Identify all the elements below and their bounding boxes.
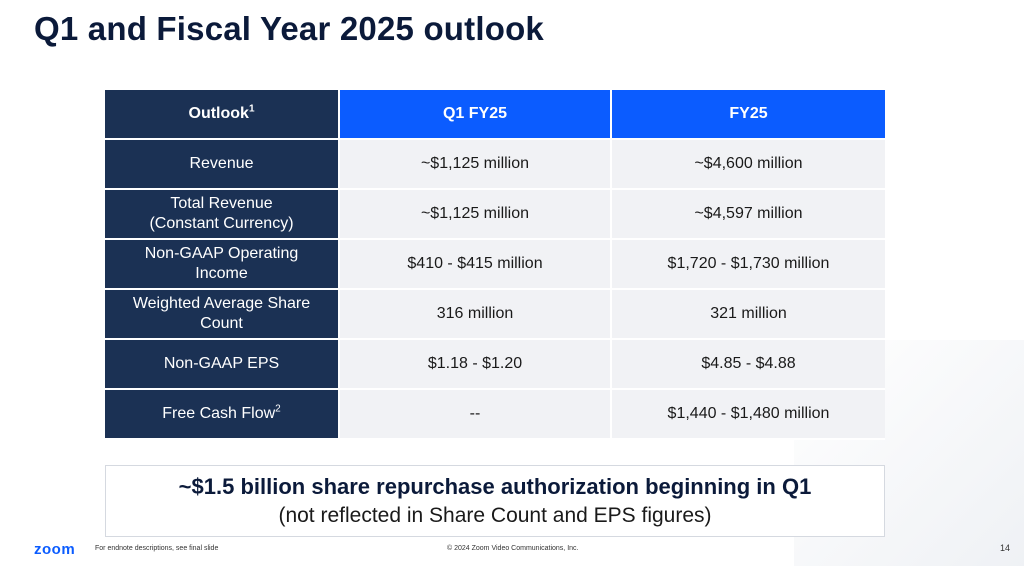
table-row: Total Revenue (Constant Currency) ~$1,125… [105, 190, 885, 240]
cell-q1-free-cash-flow: -- [340, 390, 612, 440]
cell-fy-operating-income: $1,720 - $1,730 million [612, 240, 885, 290]
table-header-row: Outlook1 Q1 FY25 FY25 [105, 90, 885, 140]
table-row: Weighted Average Share Count 316 million … [105, 290, 885, 340]
header-q1-fy25: Q1 FY25 [340, 90, 612, 140]
header-outlook: Outlook1 [105, 90, 340, 140]
table-row: Non-GAAP Operating Income $410 - $415 mil… [105, 240, 885, 290]
cell-q1-total-revenue: ~$1,125 million [340, 190, 612, 240]
slide-title: Q1 and Fiscal Year 2025 outlook [34, 10, 544, 47]
row-label-text: Free Cash Flow [162, 405, 276, 422]
row-label-line2: (Constant Currency) [149, 215, 294, 232]
row-label-line1: Weighted Average Share [132, 295, 311, 312]
callout-headline: ~$1.5 billion share repurchase authoriza… [178, 474, 812, 499]
cell-q1-revenue: ~$1,125 million [340, 140, 612, 190]
cell-q1-operating-income: $410 - $415 million [340, 240, 612, 290]
footer-endnote: For endnote descriptions, see final slid… [95, 545, 219, 552]
endnote-marker: 2 [275, 403, 281, 415]
header-outlook-text: Outlook [188, 105, 249, 122]
callout-subtext: (not reflected in Share Count and EPS fi… [278, 504, 712, 527]
buyback-callout: ~$1.5 billion share repurchase authoriza… [105, 465, 885, 537]
header-fy25: FY25 [612, 90, 885, 140]
cell-fy-share-count: 321 million [612, 290, 885, 340]
zoom-logo: zoom [34, 541, 76, 558]
row-label-revenue: Revenue [105, 140, 340, 190]
cell-fy-total-revenue: ~$4,597 million [612, 190, 885, 240]
row-label-line2: Count [200, 315, 243, 332]
row-label-free-cash-flow: Free Cash Flow2 [105, 390, 340, 440]
row-label-total-revenue: Total Revenue (Constant Currency) [105, 190, 340, 240]
cell-q1-eps: $1.18 - $1.20 [340, 340, 612, 390]
page-number: 14 [1000, 543, 1011, 553]
table-row: Non-GAAP EPS $1.18 - $1.20 $4.85 - $4.88 [105, 340, 885, 390]
outlook-table: Outlook1 Q1 FY25 FY25 Revenue ~$1,125 mi… [105, 90, 885, 440]
row-label-line1: Total Revenue [170, 195, 273, 212]
row-label-eps: Non-GAAP EPS [105, 340, 340, 390]
row-label-operating-income: Non-GAAP Operating Income [105, 240, 340, 290]
cell-q1-share-count: 316 million [340, 290, 612, 340]
table-row: Revenue ~$1,125 million ~$4,600 million [105, 140, 885, 190]
table-row: Free Cash Flow2 -- $1,440 - $1,480 milli… [105, 390, 885, 440]
cell-fy-eps: $4.85 - $4.88 [612, 340, 885, 390]
cell-fy-revenue: ~$4,600 million [612, 140, 885, 190]
row-label-line2: Income [195, 265, 248, 282]
row-label-line1: Non-GAAP Operating [144, 245, 299, 262]
footer-copyright: © 2024 Zoom Video Communications, Inc. [447, 545, 579, 552]
row-label-share-count: Weighted Average Share Count [105, 290, 340, 340]
cell-fy-free-cash-flow: $1,440 - $1,480 million [612, 390, 885, 440]
endnote-marker: 1 [248, 103, 255, 115]
